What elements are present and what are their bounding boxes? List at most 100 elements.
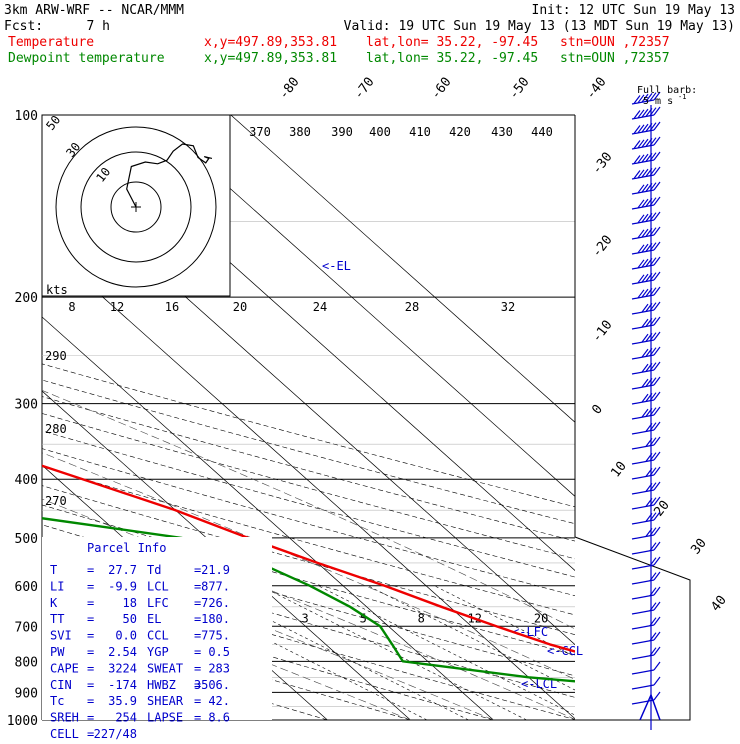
- parcel-value: 877.: [201, 579, 230, 593]
- barb-flag: [641, 93, 649, 103]
- wind-barb: [631, 91, 661, 105]
- temp-label--30: -30: [589, 150, 615, 178]
- barb-flag: [653, 526, 661, 536]
- theta-label-270: 270: [45, 494, 67, 508]
- mixing-ratio-20: [434, 585, 575, 657]
- temperature-latlon: lat,lon= 35.22, -97.45: [366, 35, 538, 50]
- wind-barb: [631, 646, 661, 660]
- parcel-value: 3506.: [194, 678, 230, 692]
- mixing-ratio-label-20: 20: [534, 611, 548, 625]
- barb-flag: [641, 348, 649, 358]
- temp-label--50: -50: [506, 75, 532, 103]
- barb-flag: [653, 241, 661, 251]
- parcel-row: SVI = 0.0 CCL = 775.: [50, 629, 230, 643]
- wind-barb: [631, 661, 661, 675]
- barb-flag: [637, 184, 645, 194]
- barb-flag: [653, 196, 661, 206]
- barb-flag: [653, 316, 661, 326]
- temp-label--10: -10: [589, 318, 615, 346]
- barb-flag: [653, 511, 661, 521]
- barb-flag: [653, 361, 661, 371]
- thetae-label-440: 440: [531, 125, 553, 139]
- barb-flag: [637, 229, 645, 239]
- parcel-value: 42.: [208, 694, 230, 708]
- barb-flag: [653, 556, 661, 566]
- barb-flag: [641, 273, 649, 283]
- parcel-key: LAPSE: [147, 711, 183, 725]
- barb-flag: [637, 214, 645, 224]
- barb-flag: [637, 109, 645, 119]
- pressure-label-300: 300: [15, 398, 38, 413]
- temperature-profile: [42, 464, 575, 653]
- wind-barb: [631, 106, 661, 120]
- parcel-eq: =: [194, 563, 201, 577]
- barb-flag: [653, 211, 661, 221]
- barb-flag: [653, 91, 661, 101]
- model-title: 3km ARW-WRF -- NCAR/MMM: [4, 3, 184, 18]
- parcel-row: CELL = 227/48: [50, 727, 137, 741]
- barb-flag: [641, 153, 649, 163]
- wind-barb: [631, 136, 661, 150]
- barb-shaft: [631, 669, 655, 675]
- parcel-value: 227/48: [94, 727, 137, 740]
- barb-flag: [641, 108, 649, 118]
- parcel-row: PW = 2.54 YGP = 0.5: [50, 645, 230, 659]
- parcel-eq: =: [87, 661, 94, 675]
- parcel-key: TT: [50, 612, 64, 626]
- barb-flag: [653, 496, 661, 506]
- barb-flag: [653, 421, 661, 431]
- temperature-xy: x,y=497.89,353.81: [204, 35, 337, 50]
- barb-shaft: [631, 684, 655, 690]
- parcel-eq: =: [87, 612, 94, 626]
- parcel-value: 0.0: [115, 629, 137, 643]
- isotherm-50: [230, 115, 575, 423]
- barb-flag: [641, 123, 649, 133]
- mixing-ratio-label-8: 8: [418, 611, 425, 625]
- barb-flag: [653, 166, 661, 176]
- barb-flag: [653, 451, 661, 461]
- barb-flag: [653, 121, 661, 131]
- parcel-eq: =: [194, 629, 201, 643]
- pressure-label-600: 600: [15, 580, 38, 595]
- parcel-row: K = 18 LFC = 726.: [50, 596, 230, 610]
- barb-flag: [641, 318, 649, 328]
- parcel-value: 8.6: [208, 711, 230, 725]
- temperature-station: stn=OUN ,72357: [560, 35, 670, 50]
- temp-label-20: 20: [651, 498, 672, 520]
- parcel-value: 0.5: [208, 645, 230, 659]
- barb-flag: [653, 301, 661, 311]
- parcel-key: Td: [147, 563, 161, 577]
- parcel-eq: =: [87, 596, 94, 610]
- temp-label--80: -80: [276, 75, 302, 103]
- dry-adiabat-0: [42, 587, 494, 720]
- wind-barb: [631, 316, 661, 330]
- wind-barb: [631, 511, 661, 525]
- barb-flag: [653, 571, 661, 581]
- barb-flag: [653, 676, 661, 686]
- wind-barb: [631, 361, 661, 375]
- moist-adiabat-0: [42, 538, 494, 720]
- barb-flag: [641, 243, 649, 253]
- barb-flag: [653, 616, 661, 626]
- barb-flag: [637, 94, 645, 104]
- barb-flag: [641, 198, 649, 208]
- wind-barb: [631, 451, 661, 465]
- hodo-units: kts: [46, 283, 68, 297]
- barb-flag: [641, 393, 649, 403]
- wind-scale-12: 12: [110, 300, 124, 314]
- parcel-key: LI: [50, 579, 64, 593]
- wind-scale-8: 8: [68, 300, 75, 314]
- temp-label--40: -40: [583, 75, 609, 103]
- barb-flag: [653, 601, 661, 611]
- parcel-key: CAPE: [50, 661, 79, 675]
- thetae-label-370: 370: [249, 125, 271, 139]
- barb-flag: [653, 151, 661, 161]
- parcel-key: LFC: [147, 596, 169, 610]
- parcel-value: 50: [123, 612, 137, 626]
- barb-flag: [641, 213, 649, 223]
- barb-flag: [653, 406, 661, 416]
- wind-barb: [631, 616, 661, 630]
- thetae-label-420: 420: [449, 125, 471, 139]
- barb-flag: [641, 168, 649, 178]
- parcel-row: CIN = -174 HWBZ =3506.: [50, 678, 230, 692]
